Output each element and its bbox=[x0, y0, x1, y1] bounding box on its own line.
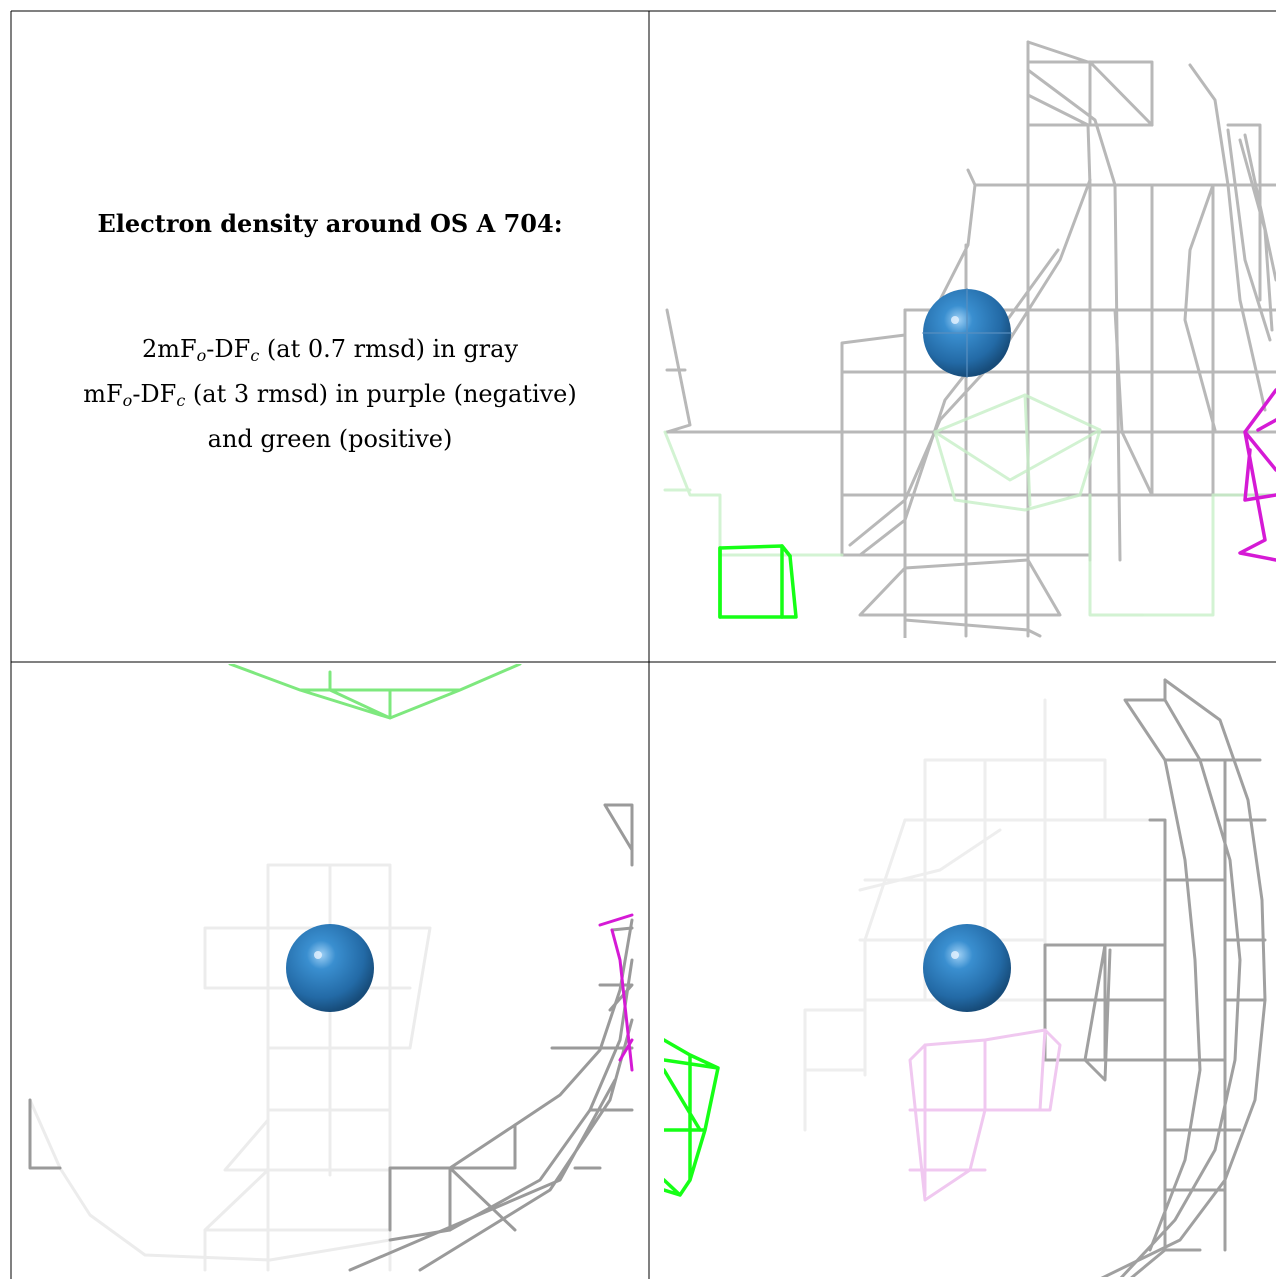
green-mesh-faint bbox=[663, 393, 1276, 617]
grey-mesh bbox=[1043, 678, 1267, 1277]
view-1 bbox=[663, 40, 1276, 638]
caption-line-1: 2mFo-DFc (at 0.7 rmsd) in gray bbox=[141, 335, 519, 365]
grey-mesh-light bbox=[28, 863, 432, 1272]
grey-mesh-light bbox=[803, 698, 1162, 1132]
green-mesh bbox=[664, 1038, 720, 1197]
green-mesh bbox=[718, 544, 798, 619]
grey-mesh bbox=[665, 40, 1276, 638]
atom-highlights bbox=[314, 316, 959, 959]
view-3 bbox=[664, 678, 1267, 1277]
atom-grid-overlay bbox=[922, 288, 1012, 378]
caption-title: Electron density around OS A 704: bbox=[97, 209, 563, 238]
os-atom bbox=[923, 924, 1011, 1012]
view-2 bbox=[28, 664, 634, 1272]
caption-line-2: mFo-DFc (at 3 rmsd) in purple (negative) bbox=[83, 380, 577, 410]
purple-mesh bbox=[1238, 388, 1276, 562]
panel-frame bbox=[10, 10, 1276, 1279]
purple-mesh-faint bbox=[908, 1028, 1062, 1202]
purple-mesh bbox=[598, 913, 634, 1072]
os-atom bbox=[286, 924, 374, 1012]
caption-panel: Electron density around OS A 704: 2mFo-D… bbox=[11, 12, 649, 662]
green-mesh bbox=[228, 664, 522, 720]
caption-line-3: and green (positive) bbox=[207, 425, 453, 453]
caption-lines: 2mFo-DFc (at 0.7 rmsd) in gray mFo-DFc (… bbox=[11, 330, 649, 458]
